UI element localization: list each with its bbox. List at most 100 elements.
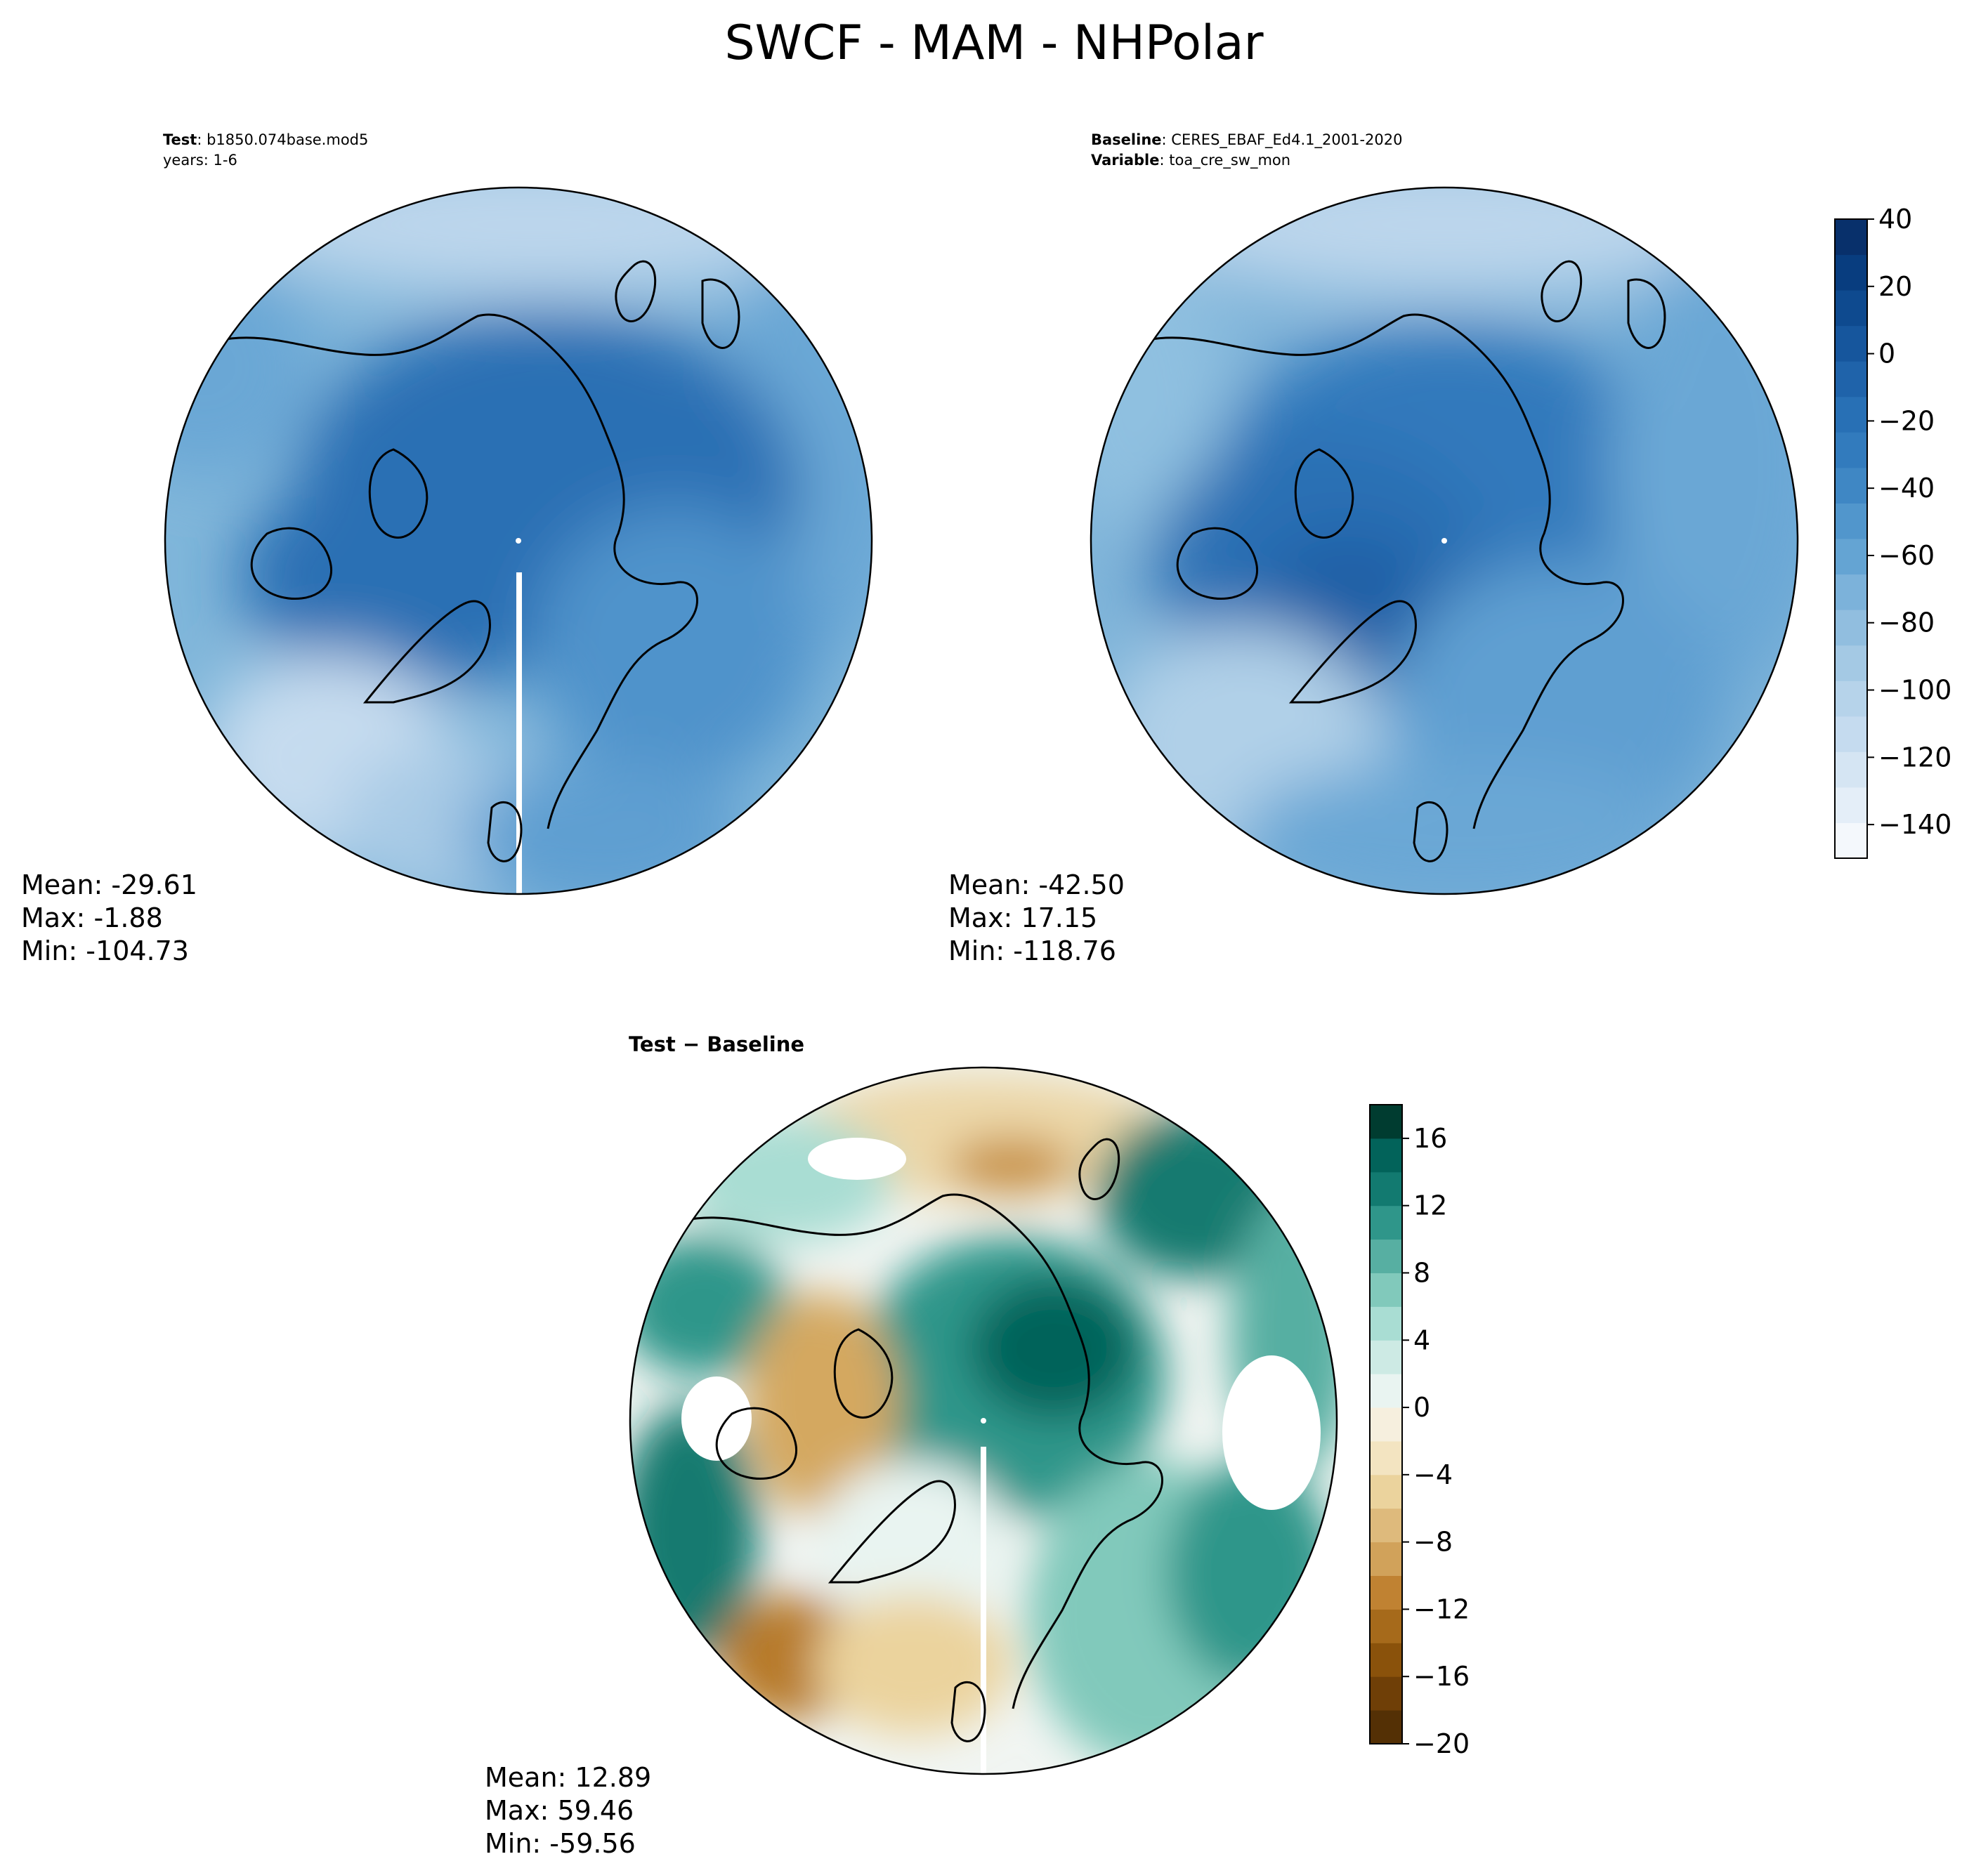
test-max: Max: -1.88 [21, 902, 163, 933]
test-label: Test [163, 131, 197, 148]
baseline-colorbar-tick-label: 40 [1878, 204, 1912, 235]
diff-colorbar-tick-label: 0 [1413, 1392, 1430, 1423]
diff-map: 16 12 8 4 0 −4 −8 −12 −16 −20 [629, 1066, 1470, 1777]
diff-colorbar-segment [1370, 1205, 1402, 1240]
diff-colorbar-segment [1370, 1609, 1402, 1643]
baseline-colorbar: 40 20 0 −20 −40 −60 −80 −100 −120 −140 [1834, 204, 1951, 859]
baseline-colorbar-tick-label: −20 [1878, 405, 1935, 436]
diff-colorbar-segment [1370, 1171, 1402, 1207]
test-mean: Mean: -29.61 [21, 869, 197, 900]
diff-colorbar-tick-label: −4 [1413, 1459, 1453, 1490]
diff-colorbar: 16 12 8 4 0 −4 −8 −12 −16 −20 [1369, 1104, 1470, 1759]
baseline-colorbar-tick-label: −120 [1878, 742, 1951, 773]
baseline-colorbar-segment [1835, 681, 1867, 717]
baseline-max: Max: 17.15 [948, 902, 1098, 933]
baseline-colorbar-segment [1835, 219, 1867, 256]
test-map-frame [164, 186, 873, 895]
baseline-colorbar-tick-label: 0 [1878, 339, 1895, 369]
diff-colorbar-tick-label: −16 [1413, 1661, 1470, 1692]
baseline-label-sep: : [1161, 131, 1167, 148]
diff-colorbar-segment [1370, 1542, 1402, 1577]
baseline-mean: Mean: -42.50 [948, 869, 1125, 900]
baseline-colorbar-segment [1835, 396, 1867, 433]
baseline-colorbar-segment [1835, 539, 1867, 575]
baseline-colorbar-tick-label: −60 [1878, 540, 1935, 571]
baseline-map: 40 20 0 −20 −40 −60 −80 −100 −120 −140 [1090, 186, 1951, 895]
baseline-colorbar-tick-label: −80 [1878, 607, 1935, 638]
diff-colorbar-tick-label: 4 [1413, 1325, 1430, 1355]
baseline-min: Min: -118.76 [948, 935, 1116, 966]
variable-name: toa_cre_sw_mon [1169, 152, 1291, 169]
variable-label-sep: : [1159, 152, 1165, 169]
test-stats: Mean: -29.61 Max: -1.88 Min: -104.73 [21, 869, 197, 968]
diff-colorbar-tick-label: −20 [1413, 1728, 1470, 1759]
diff-colorbar-segment [1370, 1306, 1402, 1341]
diff-missing-stripe [981, 1447, 986, 1777]
baseline-case-label: Baseline: CERES_EBAF_Ed4.1_2001-2020 [1091, 129, 1402, 150]
test-case-label: Test: b1850.074base.mod5 [163, 129, 368, 150]
diff-colorbar-segment [1370, 1440, 1402, 1476]
test-map [164, 186, 873, 895]
baseline-stats: Mean: -42.50 Max: 17.15 Min: -118.76 [948, 869, 1125, 968]
baseline-colorbar-segment [1835, 254, 1867, 291]
diff-colorbar-tick-label: 8 [1413, 1257, 1430, 1288]
baseline-colorbar-tick-label: −100 [1878, 675, 1951, 706]
test-years: years: 1-6 [163, 152, 237, 169]
test-field [165, 188, 872, 894]
diff-colorbar-segment [1370, 1643, 1402, 1677]
diff-colorbar-segment [1370, 1340, 1402, 1374]
baseline-variable-label: Variable: toa_cre_sw_mon [1091, 150, 1290, 171]
diff-colorbar-segment [1370, 1407, 1402, 1442]
baseline-case-name: CERES_EBAF_Ed4.1_2001-2020 [1171, 131, 1403, 148]
diff-colorbar-segment [1370, 1105, 1402, 1139]
baseline-label: Baseline [1091, 131, 1162, 148]
baseline-pole-marker [1441, 538, 1447, 544]
baseline-colorbar-segment [1835, 716, 1867, 752]
baseline-colorbar-segment [1835, 361, 1867, 397]
diff-max: Max: 59.46 [485, 1795, 634, 1826]
baseline-colorbar-segment [1835, 325, 1867, 362]
diff-mean: Mean: 12.89 [485, 1762, 652, 1793]
diff-colorbar-segment [1370, 1273, 1402, 1307]
baseline-colorbar-segment [1835, 610, 1867, 646]
diff-min: Min: -59.56 [485, 1828, 636, 1859]
diff-pole-marker [981, 1418, 986, 1424]
baseline-colorbar-tick-label: −40 [1878, 473, 1935, 504]
test-min: Min: -104.73 [21, 935, 189, 966]
baseline-colorbar-segment [1835, 574, 1867, 610]
baseline-colorbar-tick-label: −140 [1878, 809, 1951, 840]
baseline-coastlines [1143, 260, 1666, 862]
baseline-colorbar-segment [1835, 822, 1867, 859]
test-label-sep: : [197, 131, 202, 148]
baseline-field [1091, 188, 1798, 894]
baseline-colorbar-segment [1835, 467, 1867, 504]
baseline-colorbar-segment [1835, 290, 1867, 327]
diff-colorbar-segment [1370, 1138, 1402, 1173]
diff-colorbar-segment [1370, 1374, 1402, 1408]
baseline-colorbar-tick-label: 20 [1878, 271, 1912, 302]
diff-colorbar-tick-label: −8 [1413, 1527, 1453, 1558]
diff-colorbar-segment [1370, 1508, 1402, 1543]
diff-colorbar-segment [1370, 1676, 1402, 1711]
diff-colorbar-tick-label: 16 [1413, 1123, 1447, 1154]
diff-colorbar-segment [1370, 1239, 1402, 1273]
baseline-colorbar-segment [1835, 787, 1867, 823]
test-pole-marker [516, 538, 521, 544]
figure-title: SWCF - MAM - NHPolar [724, 15, 1264, 71]
diff-colorbar-tick-label: 12 [1413, 1190, 1447, 1221]
diff-colorbar-segment [1370, 1474, 1402, 1509]
diff-map-frame [629, 1066, 1338, 1775]
diff-stats: Mean: 12.89 Max: 59.46 Min: -59.56 [485, 1761, 651, 1860]
diff-colorbar-segment [1370, 1575, 1402, 1610]
baseline-colorbar-segment [1835, 503, 1867, 539]
baseline-map-frame [1090, 186, 1799, 895]
baseline-colorbar-segment [1835, 751, 1867, 788]
test-missing-stripe [516, 572, 522, 895]
diff-title: Test − Baseline [629, 1032, 805, 1056]
diff-colorbar-segment [1370, 1710, 1402, 1744]
test-case-name: b1850.074base.mod5 [207, 131, 369, 148]
diff-colorbar-tick-label: −12 [1413, 1593, 1470, 1624]
baseline-colorbar-segment [1835, 432, 1867, 468]
test-coastlines [217, 260, 740, 862]
baseline-colorbar-segment [1835, 645, 1867, 681]
